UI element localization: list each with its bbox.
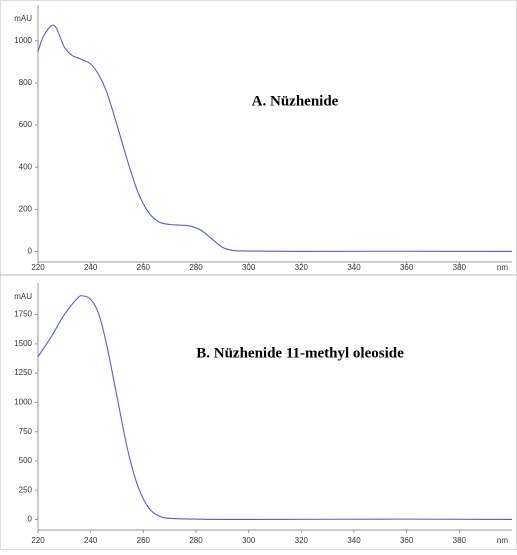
y-tick-label: 0 [28, 247, 33, 256]
y-tick-label: 1750 [14, 310, 32, 319]
x-axis-label: nm [497, 536, 508, 545]
x-tick-label: 360 [400, 536, 414, 545]
y-tick-label: 200 [19, 204, 33, 213]
x-tick-label: 320 [295, 263, 309, 272]
y-tick-label: 500 [19, 456, 33, 465]
x-axis-label: nm [497, 263, 508, 272]
x-tick-label: 300 [242, 263, 256, 272]
chart-title: A. Nüzhenide [252, 93, 339, 109]
y-tick-label: 750 [19, 427, 33, 436]
x-tick-label: 380 [453, 263, 467, 272]
y-axis-label: mAU [14, 14, 32, 23]
spectrum-line [37, 24, 513, 253]
x-tick-label: 360 [400, 263, 414, 272]
y-tick-label: 1500 [14, 339, 32, 348]
y-tick-label: 1250 [14, 368, 32, 377]
x-tick-label: 240 [84, 536, 98, 545]
y-tick-label: 250 [19, 485, 33, 494]
x-tick-label: 280 [189, 263, 203, 272]
spectrum-line [37, 295, 513, 521]
x-tick-label: 260 [137, 536, 151, 545]
x-tick-label: 220 [31, 263, 45, 272]
x-tick-label: 300 [242, 536, 256, 545]
y-axis-label: mAU [14, 292, 32, 301]
x-tick-label: 260 [137, 263, 151, 272]
x-tick-label: 380 [453, 536, 467, 545]
x-tick-label: 320 [295, 536, 309, 545]
y-tick-label: 1000 [14, 398, 32, 407]
y-tick-label: 600 [19, 120, 33, 129]
y-tick-label: 400 [19, 162, 33, 171]
y-tick-label: 1000 [14, 36, 32, 45]
x-tick-label: 220 [31, 536, 45, 545]
y-tick-label: 0 [28, 515, 33, 524]
chart-title: B. Nüzhenide 11-methyl oleoside [196, 345, 404, 361]
x-tick-label: 240 [84, 263, 98, 272]
x-tick-label: 340 [347, 536, 361, 545]
x-tick-label: 280 [189, 536, 203, 545]
y-tick-label: 800 [19, 78, 33, 87]
x-tick-label: 340 [347, 263, 361, 272]
